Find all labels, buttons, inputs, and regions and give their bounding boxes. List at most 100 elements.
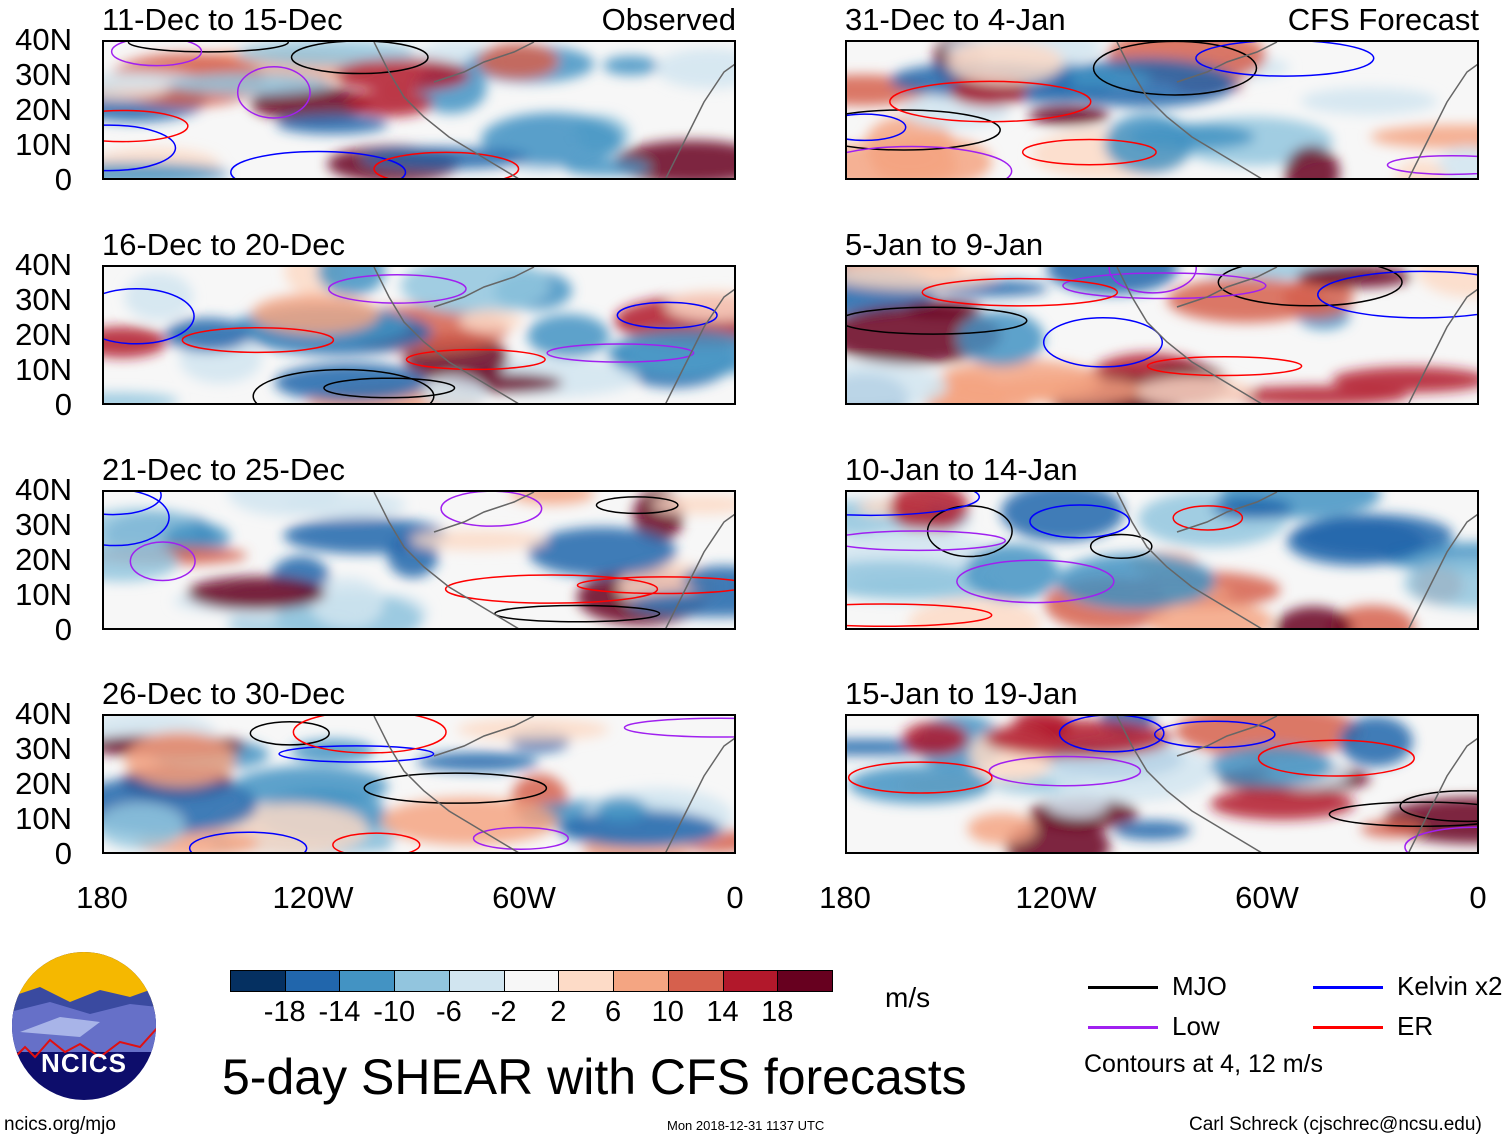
wave-contour (1399, 789, 1477, 823)
wave-contour (1195, 42, 1375, 77)
wave-contour (1257, 739, 1415, 777)
shear-anomaly-shading (1284, 146, 1340, 178)
shear-anomaly-shading (1370, 124, 1477, 149)
y-tick-label: 10N (15, 577, 72, 612)
colorbar-swatch (722, 970, 779, 992)
shear-anomaly-shading (169, 72, 331, 95)
wave-contour (292, 716, 447, 754)
colorbar-label: 10 (651, 996, 684, 1028)
shear-anomaly-shading (847, 267, 997, 290)
wave-contour (230, 150, 407, 178)
panel-title: 5-Jan to 9-Jan (845, 227, 1044, 262)
wave-contour (494, 604, 661, 623)
x-tick-label: 180 (76, 880, 128, 915)
colorbar-swatch (284, 970, 341, 992)
wave-contour (444, 574, 659, 604)
wave-contour (1153, 720, 1276, 749)
wave-contour (188, 831, 308, 852)
legend-line (1088, 1026, 1158, 1029)
shear-anomaly-shading (1209, 745, 1333, 786)
panel-title: 21-Dec to 25-Dec (102, 452, 345, 487)
wave-contour (363, 772, 548, 804)
wave-contour (127, 42, 289, 53)
colorbar-label: -6 (436, 996, 462, 1028)
shear-anomaly-shading (946, 42, 1064, 86)
shear-anomaly-shading (310, 577, 385, 628)
shear-anomaly-shading (848, 765, 992, 804)
colorbar-swatch (230, 970, 286, 992)
shear-anomaly-shading (1338, 716, 1413, 767)
shear-map-panel (102, 490, 736, 630)
colorbar-swatch (339, 970, 396, 992)
wave-contour (104, 109, 189, 143)
wave-contour (847, 530, 1007, 552)
wave-contour (546, 343, 695, 363)
shear-anomaly-shading (1113, 820, 1192, 840)
coastline (373, 42, 734, 178)
shear-anomaly-shading (1210, 788, 1355, 820)
shear-map-panel (102, 714, 736, 854)
shear-anomaly-shading (380, 797, 558, 846)
wave-contour (405, 348, 546, 371)
footer-url[interactable]: ncics.org/mjo (4, 1114, 116, 1135)
y-tick-label: 20N (15, 542, 72, 577)
panel-title: 11-Dec to 15-Dec (102, 2, 343, 37)
y-tick-label: 0 (54, 836, 72, 871)
y-tick-label: 40N (15, 696, 72, 731)
shear-anomaly-shading (528, 527, 677, 577)
colorbar-swatch (394, 970, 450, 992)
shear-anomaly-shading (164, 318, 250, 352)
shear-anomaly-shading (558, 810, 721, 848)
y-tick-label: 30N (15, 507, 72, 542)
wave-contour (623, 717, 734, 738)
shear-anomaly-shading (346, 90, 434, 117)
y-tick-label: 10N (15, 127, 72, 162)
wave-contour (373, 151, 520, 178)
colorbar-label: -10 (373, 996, 416, 1028)
panel-tag: Observed (601, 2, 736, 37)
shear-anomaly-shading (104, 162, 229, 178)
shear-anomaly-shading (1137, 375, 1253, 403)
shear-anomaly-shading (409, 530, 548, 551)
shear-anomaly-shading (607, 330, 734, 378)
wave-contour (1404, 826, 1477, 852)
shear-anomaly-shading (456, 717, 610, 741)
shear-anomaly-shading (104, 803, 186, 849)
wave-contour (1042, 316, 1164, 368)
y-tick-label: 10N (15, 801, 72, 836)
colorbar-swatch (558, 970, 615, 992)
shear-anomaly-shading (983, 719, 1173, 758)
wave-contour (576, 576, 734, 595)
colorbar-label: 2 (550, 996, 567, 1028)
coastline (1116, 42, 1477, 178)
shear-anomaly-shading (602, 55, 659, 76)
shear-anomaly-shading (902, 721, 969, 757)
wave-contour (236, 65, 311, 119)
wave-contour (129, 541, 196, 582)
shear-anomaly-shading (1000, 492, 1125, 542)
x-tick-label: 120W (272, 880, 354, 915)
ncics-logo: NCICS (10, 952, 158, 1100)
y-tick-label: 30N (15, 282, 72, 317)
wave-contour (104, 492, 162, 516)
wave-contour (110, 42, 203, 67)
logo-text: NCICS (41, 1048, 127, 1078)
shear-map-panel (102, 265, 736, 405)
shear-anomaly-shading (1434, 146, 1477, 178)
wave-contour (847, 145, 1013, 178)
x-tick-label: 180 (819, 880, 871, 915)
wave-contour (1217, 267, 1403, 307)
shear-anomaly-shading (124, 272, 193, 321)
shear-anomaly-shading (104, 326, 167, 358)
wave-contour (921, 277, 1119, 307)
y-tick-label: 20N (15, 317, 72, 352)
shear-anomaly-shading (1104, 113, 1193, 174)
panel-title: 16-Dec to 20-Dec (102, 227, 345, 262)
coastline (1116, 267, 1477, 403)
coastline (1116, 492, 1477, 628)
wave-contour (181, 327, 335, 354)
shear-anomaly-shading (1275, 606, 1353, 628)
shear-anomaly-shading (1028, 104, 1110, 126)
colorbar-label: -18 (263, 996, 306, 1028)
wave-contour (327, 273, 467, 304)
